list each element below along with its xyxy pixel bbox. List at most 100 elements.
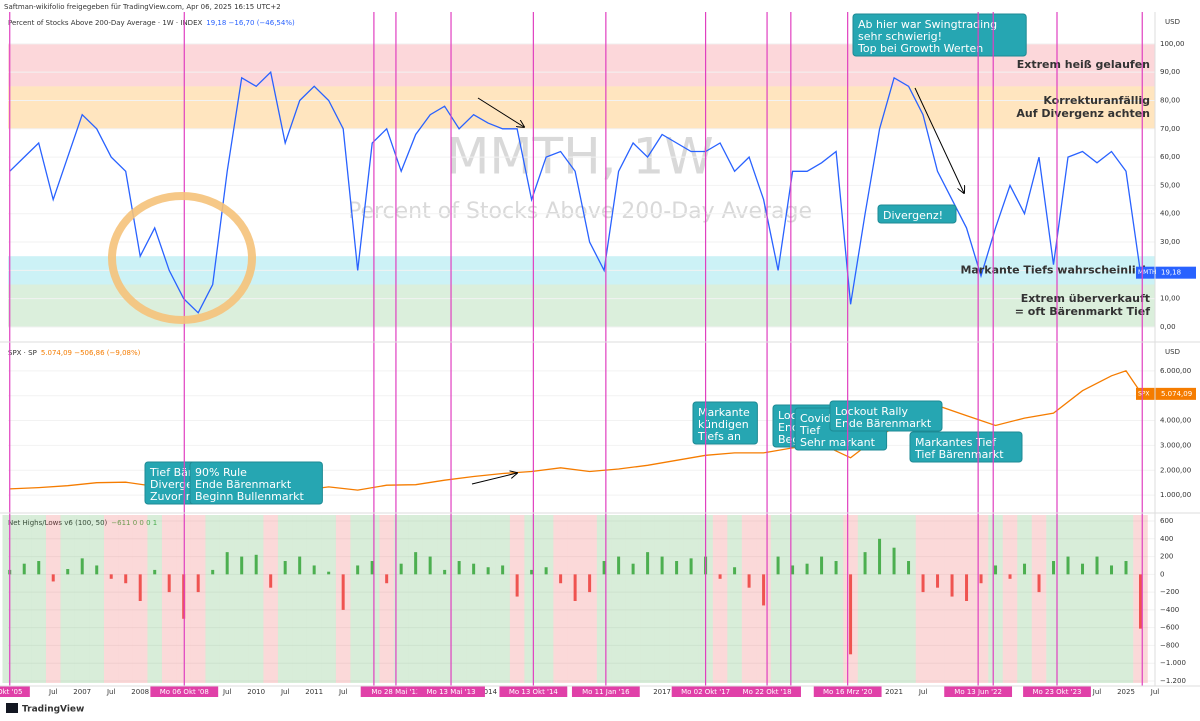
bar	[486, 567, 490, 575]
last-name: SPX	[1138, 390, 1150, 397]
last-value: 19,18	[1161, 269, 1181, 277]
legend-values: 5.074,09 −506,86 (−9,08%)	[41, 349, 141, 357]
trend-shade	[872, 515, 887, 683]
x-tick-label: 2008	[131, 688, 149, 696]
trend-shade	[147, 515, 162, 683]
trend-shade	[190, 515, 206, 683]
marker-label: Mo 13 Jun '22	[954, 688, 1002, 696]
marker-label: Mo 02 Okt '17	[681, 688, 730, 696]
annotation-text: Divergen	[150, 478, 200, 491]
trend-shade	[234, 515, 249, 683]
trend-shade	[611, 515, 626, 683]
legend: SPX · SP 5.074,09 −506,86 (−9,08%)	[8, 349, 141, 357]
legend-values: −611 0 0 0 1	[111, 519, 157, 527]
trend-shade	[1089, 515, 1105, 683]
bar	[878, 538, 882, 575]
bar	[341, 574, 345, 610]
last-name-tag	[1136, 266, 1158, 279]
bar	[167, 574, 171, 593]
trend-shade	[480, 515, 496, 683]
arrow	[914, 87, 964, 193]
trend-shade	[1002, 515, 1018, 683]
trend-shade	[379, 515, 394, 683]
zone-label: Korrekturanfällig	[1043, 94, 1150, 107]
trend-shade	[669, 515, 684, 683]
bar	[240, 556, 244, 575]
marker-label-box	[813, 686, 882, 697]
zone-label: = oft Bärenmarkt Tief	[1015, 305, 1150, 318]
annotation-text: Markantes Tief	[915, 436, 997, 449]
last-name: MMTH	[1138, 269, 1157, 276]
y-tick-label: −1.200	[1160, 677, 1186, 685]
bar	[631, 563, 635, 575]
bar	[225, 552, 229, 575]
last-value-tag	[1158, 387, 1196, 400]
trend-shade	[45, 515, 61, 683]
marker-label: Mo 13 Okt '14	[509, 688, 559, 696]
trend-shade	[422, 515, 438, 683]
x-tick-label: 2011	[305, 688, 323, 696]
trend-shade	[944, 515, 960, 683]
y-tick-label: −400	[1160, 606, 1179, 614]
marker-label-box	[1023, 686, 1091, 697]
trend-shade	[350, 515, 365, 683]
trend-shade	[625, 515, 641, 683]
annotation-text: Ab hier war Swingtrading	[858, 18, 997, 31]
bar	[791, 565, 795, 575]
bar	[892, 547, 896, 575]
legend-title: Percent of Stocks Above 200-Day Average …	[8, 19, 202, 27]
annotation-text: Tief	[799, 424, 821, 437]
trend-shade	[103, 515, 119, 683]
bar	[776, 556, 780, 575]
publisher: Saftman-wikifolio freigegeben für Tradin…	[4, 3, 281, 11]
currency: USD	[1165, 348, 1180, 356]
annotation-text: Markante	[698, 406, 750, 419]
arrow	[477, 97, 524, 127]
y-tick-label: −1.000	[1160, 659, 1186, 667]
trend-shade	[915, 515, 931, 683]
bar	[515, 574, 519, 597]
trend-shade	[31, 515, 46, 683]
bar	[544, 567, 548, 575]
trend-shade	[683, 515, 699, 683]
annotation-box	[829, 400, 943, 432]
x-tick-label: Jul	[1092, 688, 1102, 696]
bar	[1008, 574, 1012, 579]
watermark-subtitle: Percent of Stocks Above 200-Day Average	[348, 199, 812, 224]
marker-label-box	[671, 686, 740, 697]
bar	[602, 561, 606, 575]
bar	[1037, 574, 1041, 593]
y-tick-label: 60,00	[1160, 153, 1180, 161]
bar	[457, 561, 461, 575]
trend-shade	[741, 515, 757, 683]
y-tick-label: 400	[1160, 535, 1173, 543]
bar	[399, 563, 403, 575]
trend-shade	[1104, 515, 1119, 683]
y-tick-label: 50,00	[1160, 181, 1180, 189]
legend-title: Net Highs/Lows v6 (100, 50)	[8, 519, 108, 527]
annotation-box	[877, 204, 957, 224]
marker-label: Mo 06 Okt '08	[160, 688, 209, 696]
annotation-text: Sehr markant	[800, 436, 876, 449]
bar	[356, 565, 360, 575]
bar	[472, 563, 476, 575]
bar	[805, 563, 809, 575]
trend-shade	[596, 515, 612, 683]
trend-shade	[799, 515, 815, 683]
bar	[965, 574, 969, 601]
marker-label-box	[0, 686, 30, 697]
plot-layer: MMTH, 1W Percent of Stocks Above 200-Day …	[0, 12, 1196, 697]
y-tick-label: 4.000,00	[1160, 417, 1191, 425]
last-name-tag	[1136, 387, 1158, 400]
trend-shade	[466, 515, 481, 683]
y-tick-label: 80,00	[1160, 96, 1180, 104]
bar	[1052, 561, 1056, 575]
x-tick-label: 2021	[885, 688, 903, 696]
last-value-tag	[1158, 266, 1196, 279]
bar	[153, 569, 157, 575]
line	[9, 70, 1142, 314]
bar	[428, 556, 432, 575]
bar	[124, 574, 128, 584]
x-tick-label: 2014	[479, 688, 497, 696]
